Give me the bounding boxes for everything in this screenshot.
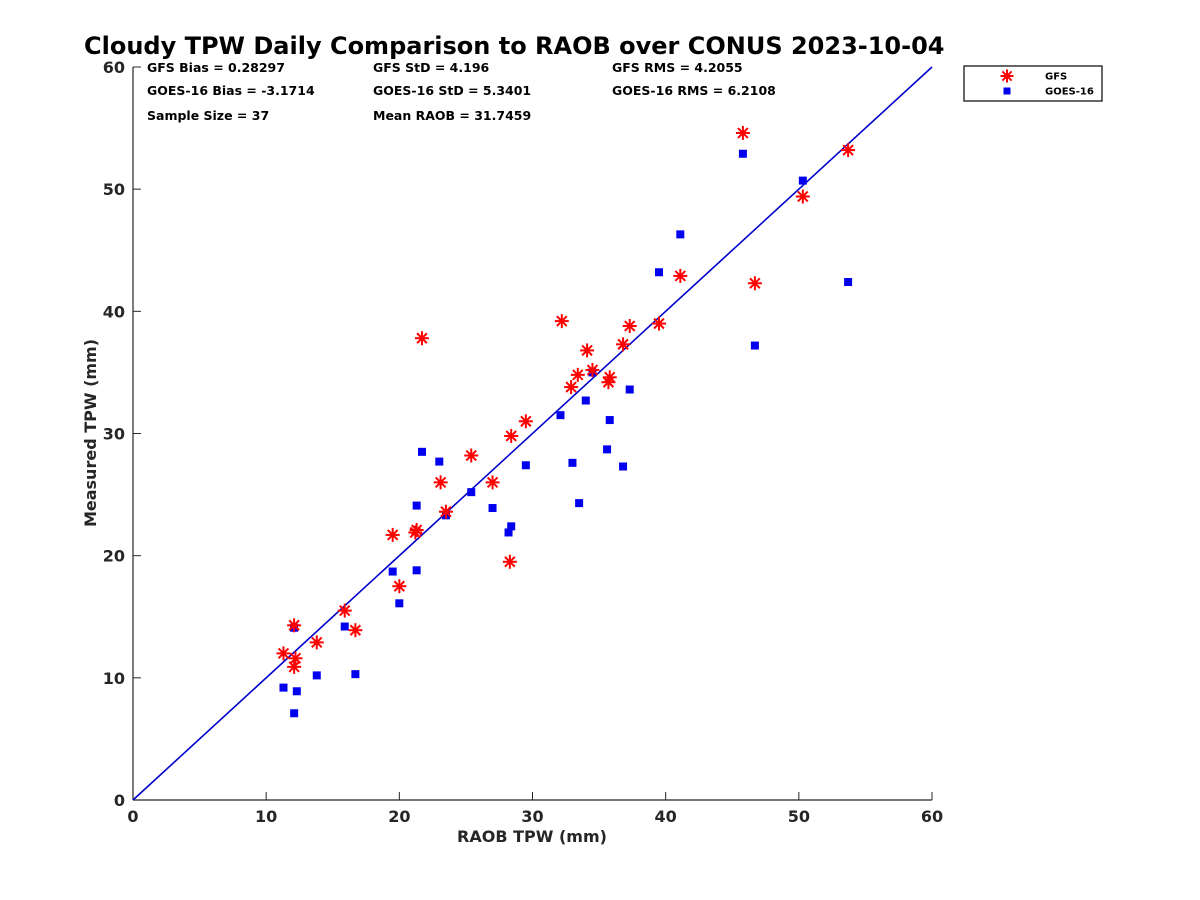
gfs-point <box>409 523 424 538</box>
y-tick-label: 40 <box>103 302 125 321</box>
goes-16-point <box>575 499 584 508</box>
stat-sample-size: Sample Size = 37 <box>147 108 269 123</box>
legend-label-goes-16: GOES-16 <box>1045 87 1094 98</box>
x-tick-label: 10 <box>255 807 277 826</box>
y-tick-label: 30 <box>103 425 125 444</box>
y-tick-label: 10 <box>103 669 125 688</box>
data-points <box>276 125 856 718</box>
stat-mean-raob: Mean RAOB = 31.7459 <box>373 108 531 123</box>
goes-16-point <box>417 447 426 456</box>
stat-gfs-rms: GFS RMS = 4.2055 <box>612 60 743 75</box>
stat-gfs-bias: GFS Bias = 0.28297 <box>147 60 285 75</box>
goes-16-point <box>351 670 360 679</box>
gfs-point <box>564 380 579 395</box>
gfs-point <box>518 414 533 429</box>
goes-16-point <box>412 566 421 575</box>
chart-title: Cloudy TPW Daily Comparison to RAOB over… <box>84 32 944 60</box>
gfs-point <box>554 314 569 329</box>
y-tick-label: 0 <box>114 791 125 810</box>
goes-16-point <box>603 445 612 454</box>
gfs-point <box>795 189 810 204</box>
gfs-point <box>673 268 688 283</box>
goes-16-point <box>388 567 397 576</box>
gfs-point <box>841 143 856 158</box>
goes-16-point <box>290 709 299 718</box>
goes-16-point <box>395 599 404 608</box>
x-tick-label: 60 <box>921 807 943 826</box>
goes-16-point <box>292 687 301 696</box>
goes-16-point <box>625 385 634 394</box>
gfs-point <box>622 318 637 333</box>
legend: GFS GOES-16 <box>963 65 1103 102</box>
goes-16-point <box>619 462 628 471</box>
gfs-point <box>616 337 631 352</box>
stat-goes-std: GOES-16 StD = 5.3401 <box>373 83 531 98</box>
goes-16-point <box>844 278 853 287</box>
x-tick-label: 40 <box>655 807 677 826</box>
gfs-point <box>276 646 291 661</box>
stat-goes-bias: GOES-16 Bias = -3.1714 <box>147 83 315 98</box>
goes-16-point <box>556 411 565 420</box>
gfs-point <box>287 659 302 674</box>
y-tick-label: 20 <box>103 547 125 566</box>
y-tick-label: 50 <box>103 180 125 199</box>
gfs-point <box>580 343 595 358</box>
legend-label-gfs: GFS <box>1045 72 1067 83</box>
goes-16-point <box>467 488 476 497</box>
goes-16-point <box>435 457 444 466</box>
one-to-one-line <box>132 66 933 801</box>
gfs-point <box>309 635 324 650</box>
gfs-point <box>504 428 519 443</box>
goes-16-point <box>504 528 513 537</box>
gfs-point <box>385 527 400 542</box>
legend-box <box>963 65 1103 102</box>
reference-line-layer <box>132 66 933 801</box>
gfs-point <box>438 504 453 519</box>
gfs-point <box>337 603 352 618</box>
goes-16-point <box>521 461 530 470</box>
gfs-point <box>287 618 302 633</box>
y-tick-label: 60 <box>103 58 125 77</box>
gfs-point <box>414 331 429 346</box>
goes-16-point <box>750 341 759 350</box>
x-tick-label: 0 <box>127 807 138 826</box>
goes-16-point <box>655 268 664 277</box>
gfs-point <box>747 276 762 291</box>
goes-16-point <box>412 501 421 510</box>
gfs-point <box>433 475 448 490</box>
goes-16-point <box>488 504 497 513</box>
gfs-point <box>464 448 479 463</box>
goes-16-point <box>507 522 516 531</box>
gfs-point <box>348 623 363 638</box>
x-tick-label: 30 <box>521 807 543 826</box>
y-axis-label: Measured TPW (mm) <box>81 339 100 527</box>
axes: 0 10 20 30 40 50 60 0 10 20 30 40 50 60 <box>103 58 943 826</box>
x-tick-label: 50 <box>788 807 810 826</box>
goes-16-point <box>738 149 747 158</box>
x-axis-label: RAOB TPW (mm) <box>457 827 607 846</box>
goes-16-point <box>798 176 807 185</box>
gfs-point <box>502 554 517 569</box>
gfs-point <box>485 475 500 490</box>
goes-16-point <box>676 230 685 239</box>
stat-gfs-std: GFS StD = 4.196 <box>373 60 490 75</box>
stat-goes-rms: GOES-16 RMS = 6.2108 <box>612 83 776 98</box>
gfs-point <box>652 316 667 331</box>
goes-16-point <box>340 622 349 631</box>
legend-marker-gfs <box>1000 69 1014 83</box>
x-tick-label: 20 <box>388 807 410 826</box>
goes-16-point <box>279 683 288 692</box>
stats-annotations: GFS Bias = 0.28297 GFS StD = 4.196 GFS RMS… <box>147 60 776 123</box>
gfs-point <box>602 370 617 385</box>
goes-16-point <box>312 671 321 680</box>
gfs-point <box>585 362 600 377</box>
goes-16-point <box>581 396 590 405</box>
gfs-point <box>570 367 585 382</box>
goes-16-point <box>605 416 614 425</box>
gfs-point <box>392 579 407 594</box>
legend-marker-goes-16 <box>1003 87 1011 95</box>
goes-16-point <box>568 458 577 467</box>
gfs-point <box>735 125 750 140</box>
